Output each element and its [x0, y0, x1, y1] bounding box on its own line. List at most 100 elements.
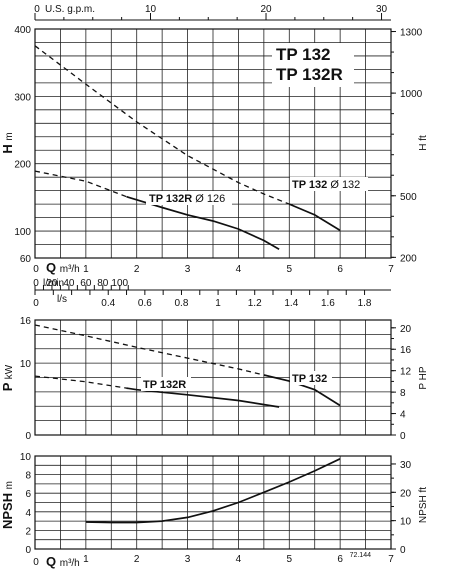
- q-bottom-tick-label: 4: [236, 554, 242, 565]
- head-tp132r-name: TP 132R: [149, 193, 195, 205]
- power-y-tick-label: 10: [20, 359, 32, 370]
- usgpm-tick-label: 30: [376, 4, 388, 15]
- npsh-y-tick-label: 2: [25, 526, 31, 537]
- npsh-y-tick-label: 0: [25, 545, 31, 556]
- q-bottom-tick-label: 6: [337, 554, 343, 565]
- power-hp-tick-label: 20: [400, 324, 412, 335]
- head-ft-tick-label: 500: [400, 192, 417, 203]
- npsh-ft-axis-label: NPSH ft: [418, 487, 429, 523]
- power-hp-tick-label: 12: [400, 367, 412, 378]
- head-tp-132-dashed-curve: [34, 45, 290, 205]
- npsh-y-tick-label: 10: [20, 452, 32, 463]
- head-y-tick-label: 200: [14, 160, 31, 171]
- head-y-tick-label: 100: [14, 227, 31, 238]
- ls-tick-label: 1: [215, 298, 221, 309]
- head-y-tick-label: 400: [14, 25, 31, 36]
- power-hp-tick-label: 0: [400, 431, 406, 442]
- lmin-tick-label: 100: [111, 278, 128, 289]
- head-ft-tick-label: 1000: [400, 89, 423, 100]
- head-ft-tick-label: 1300: [400, 28, 423, 39]
- npsh-axis-letter: NPSH: [0, 489, 15, 529]
- head-tp-132-curve: [288, 203, 341, 232]
- npsh-axis-unit: m: [4, 481, 15, 489]
- label-bg: [290, 177, 368, 191]
- label-bg: [141, 377, 191, 391]
- power-hp-tick-label: 16: [400, 345, 412, 356]
- q-zero-label: 0: [33, 264, 39, 275]
- label-bg: [290, 371, 332, 385]
- head-tp-132r-curve: [126, 195, 280, 250]
- model-title-tp132r: TP 132R: [276, 65, 343, 84]
- head-tp132-name: TP 132: [292, 179, 330, 191]
- lmin-tick-label: 0: [33, 278, 39, 289]
- ls-axis-label: l/s: [57, 294, 67, 305]
- head-axis-letter: H: [0, 141, 15, 154]
- q-bottom-unit: m³/h: [60, 558, 80, 569]
- head-tp132r-label: TP 132R Ø 126: [149, 193, 225, 205]
- power-axis-label: P kW: [0, 364, 15, 391]
- npsh-y-tick-label: 8: [25, 471, 31, 482]
- npsh-y-tick-label: 6: [25, 489, 31, 500]
- head-ft-axis-label: H ft: [418, 135, 429, 151]
- power-axis-letter: P: [0, 379, 15, 391]
- lmin-tick-label: 60: [80, 278, 92, 289]
- usgpm-tick-label: 10: [145, 4, 157, 15]
- ls-tick-label: 0.4: [101, 298, 115, 309]
- label-bg: [146, 191, 232, 205]
- q-tick-label: 2: [134, 264, 140, 275]
- q-tick-label: 1: [83, 264, 89, 275]
- power-tp-132r-curve: [126, 387, 280, 408]
- head-tp132r-diameter: Ø 126: [195, 193, 225, 205]
- npsh-ft-tick-label: 0: [400, 545, 406, 556]
- q-tick-label: 4: [236, 264, 242, 275]
- ls-tick-label: 0: [33, 298, 39, 309]
- ls-tick-label: 1.2: [248, 298, 262, 309]
- head-y-tick-label: 300: [14, 92, 31, 103]
- power-hp-tick-label: 4: [400, 410, 406, 421]
- head-tp-132r-dashed-curve: [34, 170, 127, 198]
- power-tp-132-curve: [263, 374, 341, 407]
- ls-tick-label: 1.8: [358, 298, 372, 309]
- power-plot-frame: [34, 319, 392, 436]
- q-bottom-tick-label: 7: [388, 554, 394, 565]
- power-axis-unit: kW: [4, 364, 15, 379]
- q-tick-label: 6: [337, 264, 343, 275]
- head-axis-label: H m: [0, 132, 15, 153]
- npsh-npsh-curve: [85, 458, 341, 524]
- q-unit: m³/h: [60, 264, 80, 275]
- q-letter: Q: [46, 260, 60, 275]
- usgpm-axis-label: U.S. g.p.m.: [45, 4, 95, 15]
- q-tick-label: 7: [388, 264, 394, 275]
- npsh-ft-tick-label: 10: [400, 517, 412, 528]
- usgpm-tick-label: 0: [34, 4, 40, 15]
- q-bottom-zero-label: 0: [33, 557, 39, 568]
- q-bottom-axis-label: Q m³/h: [46, 554, 80, 569]
- npsh-axis-label: NPSH m: [0, 481, 15, 529]
- q-bottom-tick-label: 5: [287, 554, 293, 565]
- npsh-plot-frame: [34, 455, 392, 550]
- ls-tick-label: 0.8: [175, 298, 189, 309]
- usgpm-tick-label: 20: [260, 4, 272, 15]
- lmin-tick-label: 20: [46, 278, 58, 289]
- lmin-tick-label: 80: [97, 278, 109, 289]
- head-axis-unit: m: [4, 132, 15, 140]
- npsh-ft-tick-label: 20: [400, 488, 412, 499]
- npsh-y-tick-label: 4: [25, 508, 31, 519]
- power-hp-tick-label: 8: [400, 388, 406, 399]
- q-tick-label: 3: [185, 264, 191, 275]
- head-y-tick-label: 60: [20, 254, 32, 265]
- ls-tick-label: 1.6: [321, 298, 335, 309]
- ls-tick-label: 1.4: [284, 298, 298, 309]
- figure-code: 72.144: [350, 552, 372, 559]
- q-axis-label: Q m³/h: [46, 260, 80, 275]
- power-y-tick-label: 0: [25, 431, 31, 442]
- q-bottom-letter: Q: [46, 554, 60, 569]
- head-plot-frame: [34, 28, 392, 259]
- head-tp132-diameter: Ø 132: [330, 179, 360, 191]
- q-bottom-tick-label: 2: [134, 554, 140, 565]
- model-title-tp132: TP 132: [276, 45, 331, 64]
- ls-tick-label: 0.6: [138, 298, 152, 309]
- power-y-tick-label: 16: [20, 316, 32, 327]
- lmin-axis-label: l/min: [43, 278, 64, 289]
